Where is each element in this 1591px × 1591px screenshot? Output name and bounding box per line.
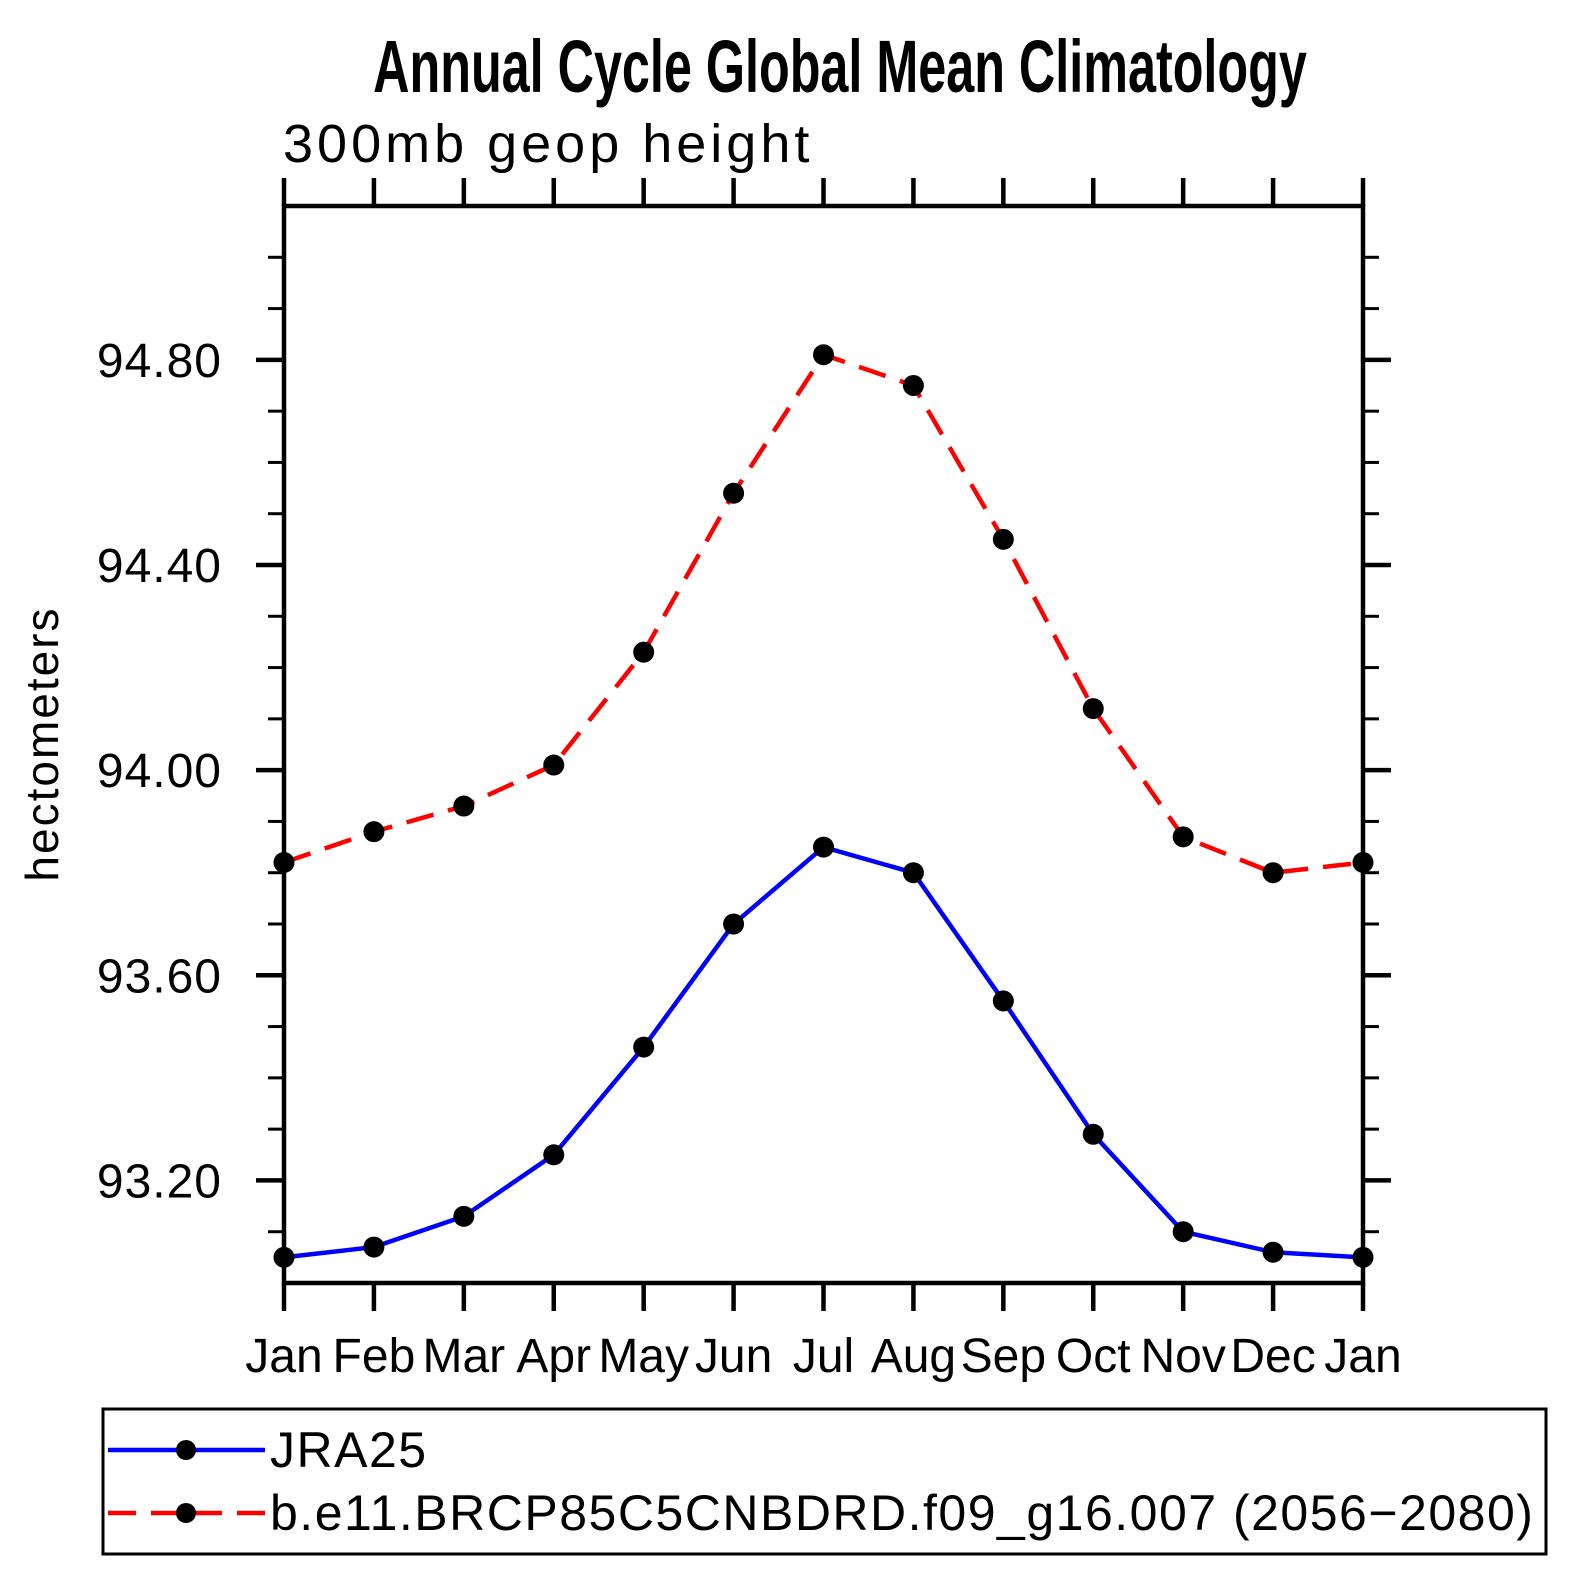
y-axis-title: hectometers xyxy=(16,606,68,881)
series-0-marker xyxy=(1352,1246,1374,1268)
series-0-marker xyxy=(992,990,1014,1012)
legend-marker-0 xyxy=(176,1440,196,1460)
series-1-marker xyxy=(1172,826,1194,848)
series-1-marker xyxy=(723,482,745,504)
series-1-marker xyxy=(1082,698,1104,720)
x-axis-month-label: Dec xyxy=(1230,1330,1315,1383)
series-1-marker xyxy=(453,795,475,817)
chart-title: Annual Cycle Global Mean Climatology xyxy=(373,27,1307,109)
series-1-marker xyxy=(543,754,565,776)
x-axis-month-label: Jul xyxy=(793,1330,854,1383)
series-line-1 xyxy=(283,352,1364,876)
chart-subtitle: 300mb geop height xyxy=(283,114,813,174)
series-0-marker xyxy=(363,1236,385,1258)
x-axis-month-label: Feb xyxy=(333,1330,416,1383)
legend-marker-1 xyxy=(176,1503,196,1523)
series-0-marker xyxy=(273,1246,295,1268)
y-axis-tick-label: 94.00 xyxy=(97,745,222,798)
series-1-marker xyxy=(902,375,924,396)
y-axis-tick-label: 93.20 xyxy=(97,1155,222,1208)
series-1-marker xyxy=(992,528,1014,550)
series-1-marker xyxy=(633,641,655,663)
x-axis-month-label: Jun xyxy=(695,1330,772,1383)
series-0-marker xyxy=(902,862,924,884)
x-axis-month-label: Apr xyxy=(516,1330,591,1383)
series-0-marker xyxy=(1172,1221,1194,1243)
series-0-marker xyxy=(633,1036,655,1058)
series-0-marker xyxy=(813,836,834,858)
series-1-marker xyxy=(813,344,834,366)
x-axis-month-label: Mar xyxy=(422,1330,505,1383)
series-1-marker xyxy=(363,821,385,843)
x-axis-month-label: Jan xyxy=(245,1330,322,1383)
y-axis-tick-label: 94.40 xyxy=(97,540,222,593)
series-0-marker xyxy=(723,913,745,935)
series-line-0 xyxy=(283,844,1364,1260)
x-axis-month-label: May xyxy=(598,1330,689,1383)
legend-label-0: JRA25 xyxy=(270,1422,428,1478)
legend-box xyxy=(101,1407,1548,1556)
y-axis-tick-label: 93.60 xyxy=(97,950,222,1003)
y-axis-tick-label: 94.80 xyxy=(97,335,222,388)
plot-frame xyxy=(281,203,1366,1286)
x-axis-month-label: Nov xyxy=(1140,1330,1225,1383)
series-0-marker xyxy=(1082,1123,1104,1145)
series-0-marker xyxy=(453,1205,475,1227)
x-axis-month-label: Jan xyxy=(1324,1330,1401,1383)
series-1-marker xyxy=(1262,862,1284,884)
x-axis-month-label: Sep xyxy=(961,1330,1046,1383)
x-axis-month-label: Oct xyxy=(1056,1330,1131,1383)
series-0-marker xyxy=(1262,1241,1284,1263)
series-0-marker xyxy=(543,1144,565,1166)
series-1-marker xyxy=(1352,851,1374,873)
x-axis-month-label: Aug xyxy=(871,1330,956,1383)
legend-label-1: b.e11.BRCP85C5CNBDRD.f09_g16.007 (2056−2… xyxy=(270,1485,1534,1541)
series-1-marker xyxy=(273,851,295,873)
